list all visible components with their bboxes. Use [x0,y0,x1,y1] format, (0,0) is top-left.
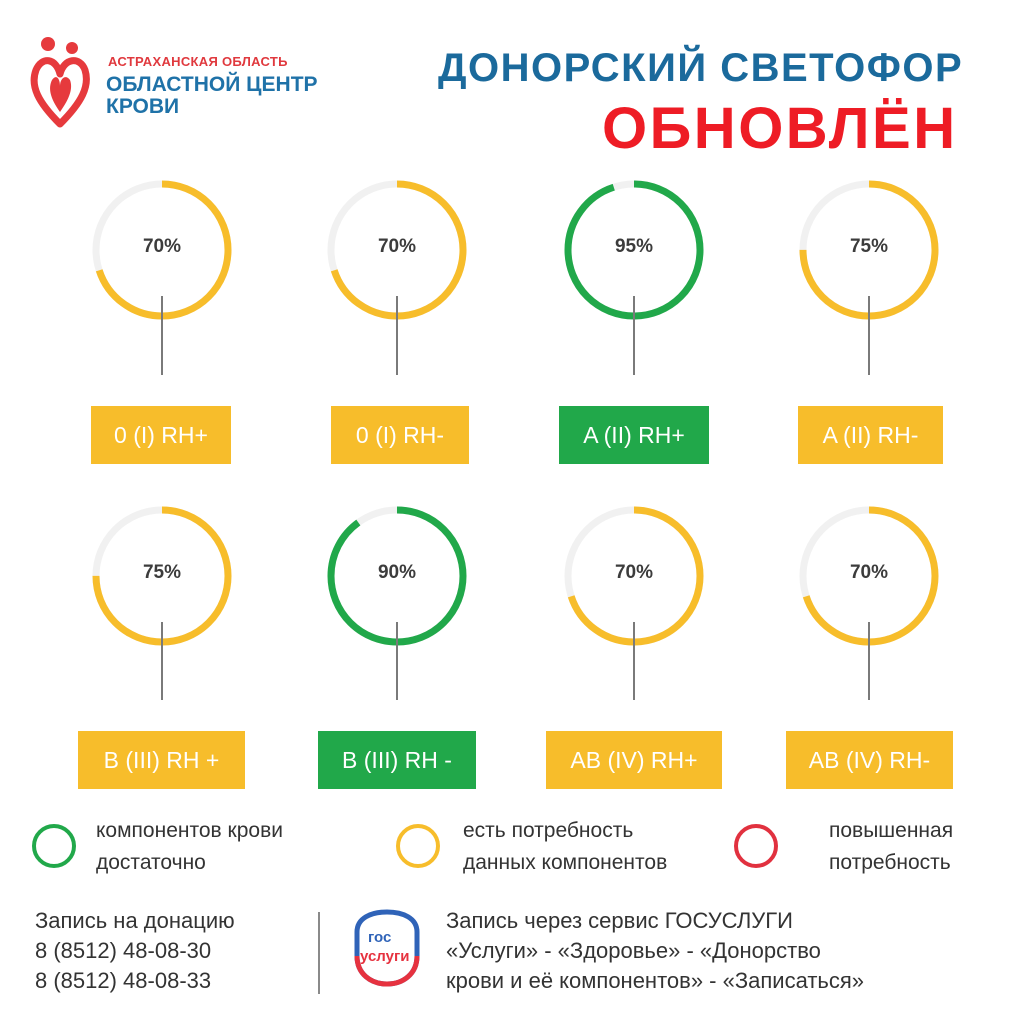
gauge-percent: 70% [377,236,417,257]
legend-yellow-text: есть потребность данных компонентов [463,815,667,879]
gauge-percent: 70% [614,562,654,583]
service-line-2: «Услуги» - «Здоровье» - «Донорство [446,938,821,963]
blood-type-label: 0 (I) RH- [331,406,469,464]
org-name-line2: КРОВИ [106,95,180,118]
gauge-percent: 70% [142,236,182,257]
blood-type-label: B (III) RH - [318,731,476,789]
gauge-percent: 90% [377,562,417,583]
blood-type-label: A (II) RH- [798,406,943,464]
legend-line-2: данных компонентов [463,851,668,874]
blood-type-label: A (II) RH+ [559,406,709,464]
service-line-3: крови и её компонентов» - «Записаться» [446,968,865,993]
service-line-1: Запись через сервис ГОСУСЛУГИ [446,908,793,933]
gauge-stem [161,622,163,700]
gauge-stem [161,296,163,375]
gauge-percent: 75% [849,236,889,257]
gauge-stem [396,296,398,375]
gosuslugi-logo[interactable]: гос услуги [343,904,429,990]
page-title: ДОНОРСКИЙ СВЕТОФОР [438,46,964,90]
blood-type-label: AB (IV) RH+ [546,731,722,789]
org-region: АСТРАХАНСКАЯ ОБЛАСТЬ [108,54,288,69]
legend-line-2: потребность [829,851,951,874]
gauge-percent: 75% [142,562,182,583]
legend-line-1: повышенная [829,819,954,842]
phone-1[interactable]: 8 (8512) 48-08-30 [35,938,212,963]
legend-red-text: повышенная потребность [829,815,953,879]
gauge-stem [868,622,870,700]
blood-center-logo [30,37,90,128]
page-subtitle: ОБНОВЛЁН [602,96,958,161]
org-name-line1: ОБЛАСТНОЙ ЦЕНТР [106,73,318,96]
gauge-stem [633,296,635,375]
legend-line-1: компонентов крови [96,819,283,842]
gauge-percent: 70% [849,562,889,583]
legend-red-circle [734,824,778,868]
org-name: ОБЛАСТНОЙ ЦЕНТР КРОВИ [106,74,318,118]
footer-divider [318,912,320,994]
gauge-stem [868,296,870,375]
legend-green-circle [32,824,76,868]
donation-contacts: Запись на донацию 8 (8512) 48-08-30 8 (8… [35,906,235,996]
legend-yellow-circle [396,824,440,868]
legend-line-2: достаточно [96,851,206,874]
gos-logo-line2: услуги [360,948,409,965]
legend-green-text: компонентов крови достаточно [96,815,283,879]
gauge-stem [396,622,398,700]
gauge-stem [633,622,635,700]
gosuslugi-icon: гос услуги [354,909,420,987]
blood-type-label: AB (IV) RH- [786,731,953,789]
gos-logo-line1: гос [368,929,391,946]
blood-type-label: 0 (I) RH+ [91,406,231,464]
gauge-percent: 95% [614,236,654,257]
phone-2[interactable]: 8 (8512) 48-08-33 [35,968,212,993]
gosuslugi-instructions: Запись через сервис ГОСУСЛУГИ «Услуги» -… [446,906,864,996]
blood-type-label: B (III) RH + [78,731,245,789]
donation-title: Запись на донацию [35,908,235,933]
legend-line-1: есть потребность [463,819,634,842]
